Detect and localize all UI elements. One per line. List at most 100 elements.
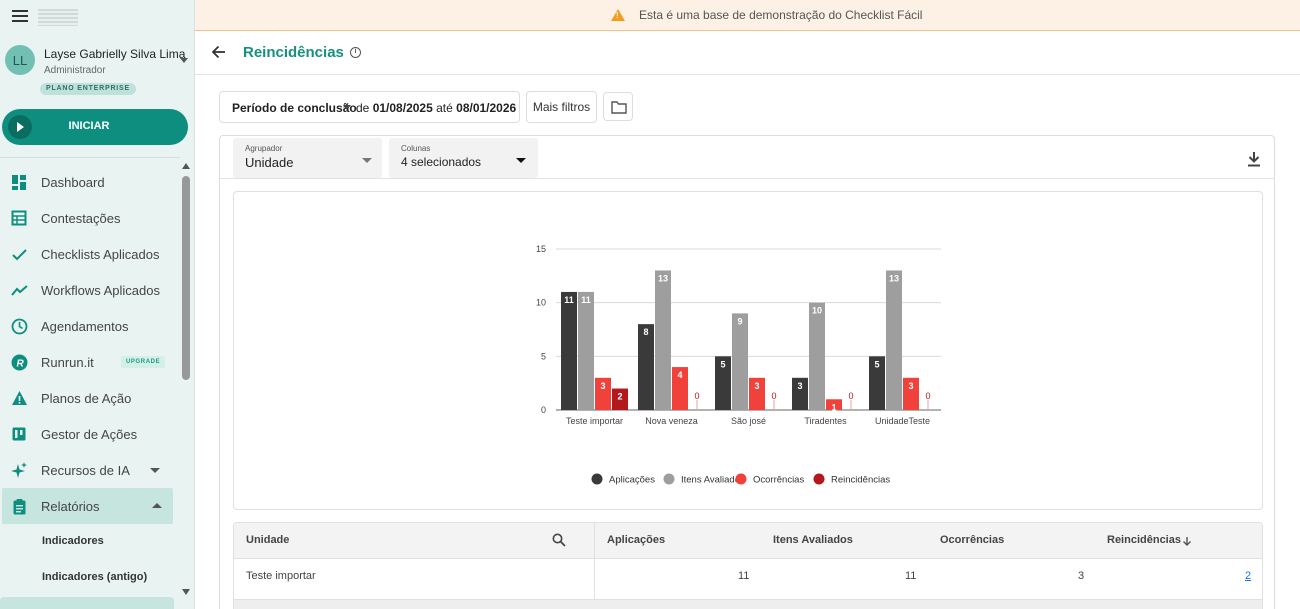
sidebar-item-agendamentos[interactable]: Agendamentos: [0, 308, 180, 344]
data-table: Unidade Aplicações Itens Avaliados Ocorr…: [233, 522, 1263, 609]
sidebar-item-gestor[interactable]: Gestor de Ações: [0, 416, 180, 452]
sidebar-item-checklists[interactable]: Checklists Aplicados: [0, 236, 180, 272]
data-label: 0: [848, 391, 853, 401]
legend-marker: [735, 473, 747, 485]
table-row: [234, 599, 1262, 609]
sidebar-divider: [0, 157, 180, 158]
menu-icon[interactable]: [12, 10, 28, 24]
sidebar-item-label: Contestações: [41, 211, 121, 226]
folder-button[interactable]: [603, 92, 633, 121]
legend-label: Itens Avaliados: [681, 475, 745, 486]
back-arrow-icon[interactable]: [212, 45, 226, 59]
cell-reincidencias-link[interactable]: 2: [1245, 570, 1252, 582]
header-unidade[interactable]: Unidade: [246, 534, 290, 546]
data-label: 3: [908, 381, 913, 391]
info-icon[interactable]: i: [350, 47, 361, 58]
y-tick-label: 10: [536, 298, 546, 308]
period-filter-label: Período de conclusão: [232, 101, 357, 115]
clock-icon: [11, 318, 28, 335]
header-ocorrencias[interactable]: Ocorrências: [940, 534, 1005, 546]
x-tick-label: Nova veneza: [645, 416, 698, 426]
warning-icon: [12, 391, 27, 405]
period-filter-value: de 01/08/2025 até 08/01/2026: [356, 101, 516, 115]
check-icon: [12, 249, 27, 261]
legend-label: Aplicações: [609, 475, 655, 486]
chart-bar: [638, 324, 654, 410]
legend-label: Reincidências: [831, 475, 890, 486]
folder-icon: [611, 101, 627, 114]
scroll-down-icon[interactable]: [182, 589, 190, 595]
x-tick-label: UnidadeTeste: [875, 416, 930, 426]
chart-bar: [561, 291, 577, 410]
chart-bar: [655, 270, 671, 410]
sidebar-item-runrun[interactable]: R Runrun.it UPGRADE: [0, 344, 180, 380]
data-label: 3: [797, 381, 802, 391]
banner-text: Esta é uma base de demonstração do Check…: [639, 8, 923, 22]
user-menu-chevron-icon[interactable]: [180, 58, 188, 63]
start-button[interactable]: INICIAR: [2, 109, 188, 145]
sidebar-item-relatorios[interactable]: Relatórios: [2, 488, 173, 524]
chevron-up-icon: [152, 503, 162, 508]
data-label: 9: [737, 316, 742, 326]
demo-banner: Esta é uma base de demonstração do Check…: [195, 0, 1300, 31]
grouping-select[interactable]: Agrupador Unidade: [233, 138, 382, 178]
sidebar-subitem-indicadores-antigo[interactable]: Indicadores (antigo): [42, 571, 148, 583]
header-reincidencias[interactable]: Reincidências: [1107, 534, 1181, 546]
card-divider: [220, 178, 1274, 179]
warning-icon: [611, 9, 625, 21]
data-label: 5: [720, 359, 725, 369]
grouping-label: Agrupador: [245, 144, 283, 153]
header-itens-avaliados[interactable]: Itens Avaliados: [773, 534, 853, 546]
table-icon: [11, 210, 27, 226]
clipboard-icon: [13, 499, 26, 515]
data-label: 11: [564, 295, 574, 305]
cell-unidade: Teste importar: [246, 570, 316, 582]
columns-select[interactable]: Colunas 4 selecionados: [389, 138, 538, 178]
sidebar-item-contestacoes[interactable]: Contestações: [0, 200, 180, 236]
sidebar-item-workflows[interactable]: Workflows Aplicados: [0, 272, 180, 308]
user-name: Layse Gabrielly Silva Lima: [44, 47, 186, 61]
chevron-down-icon: [362, 158, 372, 163]
kanban-icon: [12, 427, 26, 441]
sidebar-item-label: Gestor de Ações: [41, 427, 138, 442]
runrun-icon: R: [11, 354, 28, 371]
sidebar-item-dashboard[interactable]: Dashboard: [0, 164, 180, 200]
scrollbar-thumb[interactable]: [182, 176, 190, 380]
sidebar: LL Layse Gabrielly Silva Lima Administra…: [0, 0, 195, 609]
sidebar-subitem-active[interactable]: [0, 597, 174, 609]
user-role: Administrador: [44, 65, 106, 76]
sidebar-item-label: Relatórios: [41, 499, 100, 514]
cell-itens-avaliados: 11: [905, 570, 917, 582]
download-icon[interactable]: [1247, 151, 1261, 167]
scroll-up-icon[interactable]: [182, 163, 190, 169]
chart-bar: [809, 302, 825, 410]
logo: [38, 9, 78, 26]
chart-bar: [869, 356, 885, 410]
avatar[interactable]: LL: [5, 45, 35, 75]
sparkle-icon: [11, 462, 27, 478]
more-filters-button[interactable]: Mais filtros: [526, 91, 597, 123]
grouping-value: Unidade: [245, 155, 294, 170]
period-filter[interactable]: Período de conclusão de 01/08/2025 até 0…: [219, 91, 520, 123]
sidebar-item-planos[interactable]: Planos de Ação: [0, 380, 180, 416]
legend-marker: [591, 473, 603, 485]
chart-bar: [672, 367, 688, 410]
sidebar-scrollbar[interactable]: [181, 160, 190, 600]
columns-value: 4 selecionados: [401, 155, 482, 169]
sidebar-item-recursos-ia[interactable]: Recursos de IA: [0, 452, 180, 488]
sidebar-subitem-indicadores[interactable]: Indicadores: [42, 535, 104, 547]
chevron-down-icon: [516, 158, 526, 163]
header-aplicacoes[interactable]: Aplicações: [607, 534, 666, 546]
data-label: 3: [600, 381, 605, 391]
data-label: 11: [581, 295, 591, 305]
sort-down-icon[interactable]: [1182, 536, 1192, 546]
search-icon[interactable]: [552, 533, 566, 547]
legend-marker: [813, 473, 825, 485]
data-label: 4: [677, 370, 682, 380]
chart-bar: [715, 356, 731, 410]
sidebar-item-label: Agendamentos: [41, 319, 129, 334]
play-icon: [8, 115, 32, 139]
legend-marker: [663, 473, 675, 485]
data-label: 0: [694, 391, 699, 401]
